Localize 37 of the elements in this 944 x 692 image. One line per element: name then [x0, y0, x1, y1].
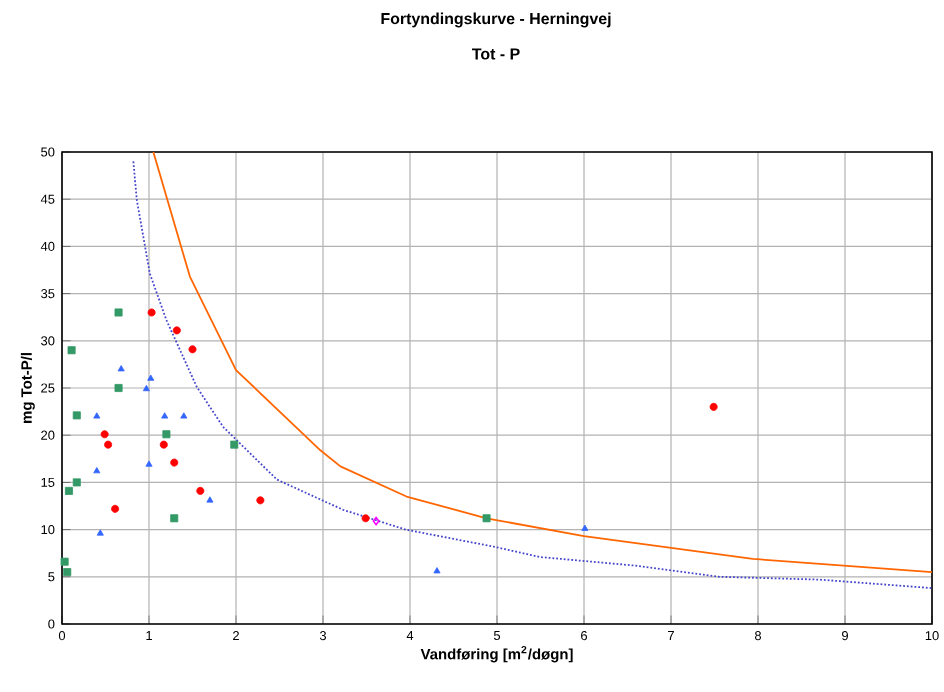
point: [63, 568, 72, 577]
point: [104, 440, 113, 449]
point: [161, 412, 169, 419]
point: [60, 557, 69, 566]
point: [64, 486, 73, 495]
point: [170, 458, 179, 467]
point: [709, 402, 718, 411]
point: [196, 486, 205, 495]
point: [147, 308, 156, 317]
point: [114, 384, 123, 392]
point: [180, 412, 188, 419]
point: [72, 478, 81, 487]
point: [159, 440, 168, 449]
point: [96, 529, 104, 536]
point: [230, 440, 239, 449]
point: [372, 516, 380, 526]
point: [145, 460, 153, 467]
point: [581, 524, 589, 531]
point: [162, 430, 171, 439]
point: [170, 514, 179, 523]
point: [433, 567, 441, 574]
point: [100, 430, 109, 439]
point: [188, 345, 197, 354]
point: [206, 496, 214, 503]
point: [361, 514, 370, 523]
point: [482, 514, 491, 523]
point: [256, 496, 265, 505]
point: [142, 384, 150, 392]
point: [93, 467, 101, 474]
point: [147, 374, 155, 381]
point: [72, 411, 81, 420]
point: [93, 412, 101, 419]
point: [117, 365, 125, 372]
point: [114, 308, 123, 317]
point: [172, 326, 181, 335]
point: [67, 346, 76, 355]
point: [111, 504, 120, 513]
